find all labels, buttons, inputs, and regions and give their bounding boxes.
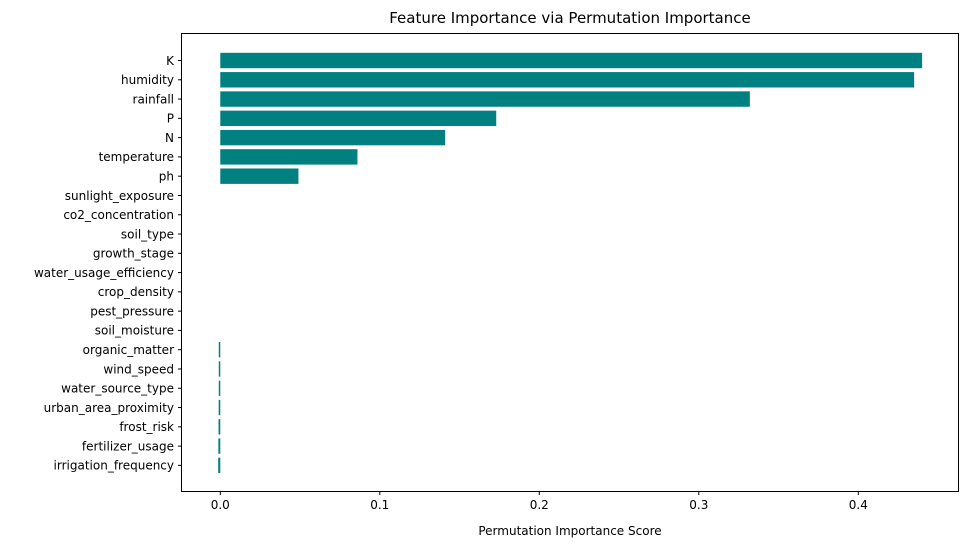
bar-temperature xyxy=(220,149,358,165)
y-tick-label: humidity xyxy=(121,73,174,87)
bar-urban-area-proximity xyxy=(218,399,221,416)
x-tick-label: 0.2 xyxy=(530,498,549,512)
x-axis-label: Permutation Importance Score xyxy=(478,524,661,538)
y-tick-label: temperature xyxy=(99,150,174,164)
x-tick-label: 0.0 xyxy=(211,498,230,512)
y-tick-label: irrigation_frequency xyxy=(54,459,174,473)
y-tick-label: growth_stage xyxy=(93,247,174,261)
bar-frost-risk xyxy=(218,419,221,435)
bar-wind-speed xyxy=(218,361,221,377)
bar-fertilizer-usage xyxy=(218,438,221,454)
y-tick-label: ph xyxy=(159,169,174,183)
bar-water-source-type xyxy=(218,380,221,396)
bar-irrigation-frequency xyxy=(218,457,221,474)
bars-group xyxy=(218,52,923,474)
y-tick-label: fertilizer_usage xyxy=(82,439,174,453)
y-tick-label: frost_risk xyxy=(119,420,174,434)
y-tick-label: sunlight_exposure xyxy=(65,189,174,203)
x-tick-label: 0.3 xyxy=(689,498,708,512)
plot-frame xyxy=(181,33,959,492)
y-tick-label: soil_moisture xyxy=(95,324,174,338)
y-tick-label: water_source_type xyxy=(61,382,174,396)
y-tick-label: crop_density xyxy=(98,285,174,299)
bar-humidity xyxy=(220,72,915,88)
x-tick-label: 0.1 xyxy=(370,498,389,512)
y-tick-label: soil_type xyxy=(121,227,174,241)
y-tick-label: N xyxy=(165,131,174,145)
y-tick-label: wind_speed xyxy=(103,362,174,376)
x-tick-label: 0.4 xyxy=(849,498,868,512)
y-tick-label: urban_area_proximity xyxy=(44,401,174,415)
bar-p xyxy=(220,110,497,127)
x-axis: 0.0 0.1 0.2 0.3 0.4 xyxy=(211,491,868,512)
chart-title: Feature Importance via Permutation Impor… xyxy=(389,9,750,27)
y-tick-label: rainfall xyxy=(133,92,174,106)
y-tick-label: co2_concentration xyxy=(63,208,174,222)
y-tick-label: P xyxy=(167,112,174,126)
bar-k xyxy=(220,52,923,69)
bar-rainfall xyxy=(220,91,750,107)
bar-ph xyxy=(220,168,299,184)
bar-n xyxy=(220,129,446,146)
y-tick-label: organic_matter xyxy=(83,343,174,357)
y-tick-label: pest_pressure xyxy=(90,304,174,318)
y-tick-label: water_usage_efficiency xyxy=(34,266,174,280)
y-tick-label: K xyxy=(166,54,175,68)
bar-organic-matter xyxy=(218,342,221,358)
